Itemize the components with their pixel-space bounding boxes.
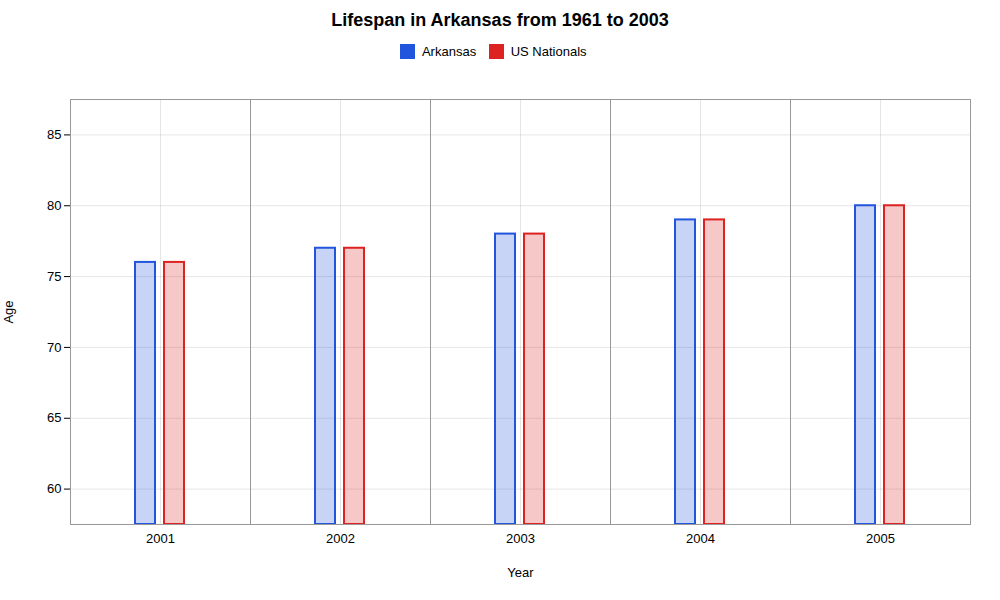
svg-text:70: 70 [47, 339, 61, 354]
svg-text:Year: Year [507, 564, 534, 579]
svg-text:2005: 2005 [866, 530, 895, 545]
svg-text:60: 60 [47, 481, 61, 496]
svg-text:2002: 2002 [326, 530, 355, 545]
svg-text:2004: 2004 [686, 530, 715, 545]
svg-text:Age: Age [1, 300, 16, 323]
html-text:US Nationals: US Nationals [510, 44, 587, 59]
html-text:Lifespan in Arkansas from 1961: Lifespan in Arkansas from 1961 to 2003 [331, 10, 669, 30]
svg-text:85: 85 [47, 127, 61, 142]
svg-text:80: 80 [47, 197, 61, 212]
html-text:Arkansas: Arkansas [422, 44, 477, 59]
svg-text:2003: 2003 [506, 530, 535, 545]
svg-text:2001: 2001 [146, 530, 175, 545]
svg-text:65: 65 [47, 410, 61, 425]
svg-text:75: 75 [47, 268, 61, 283]
